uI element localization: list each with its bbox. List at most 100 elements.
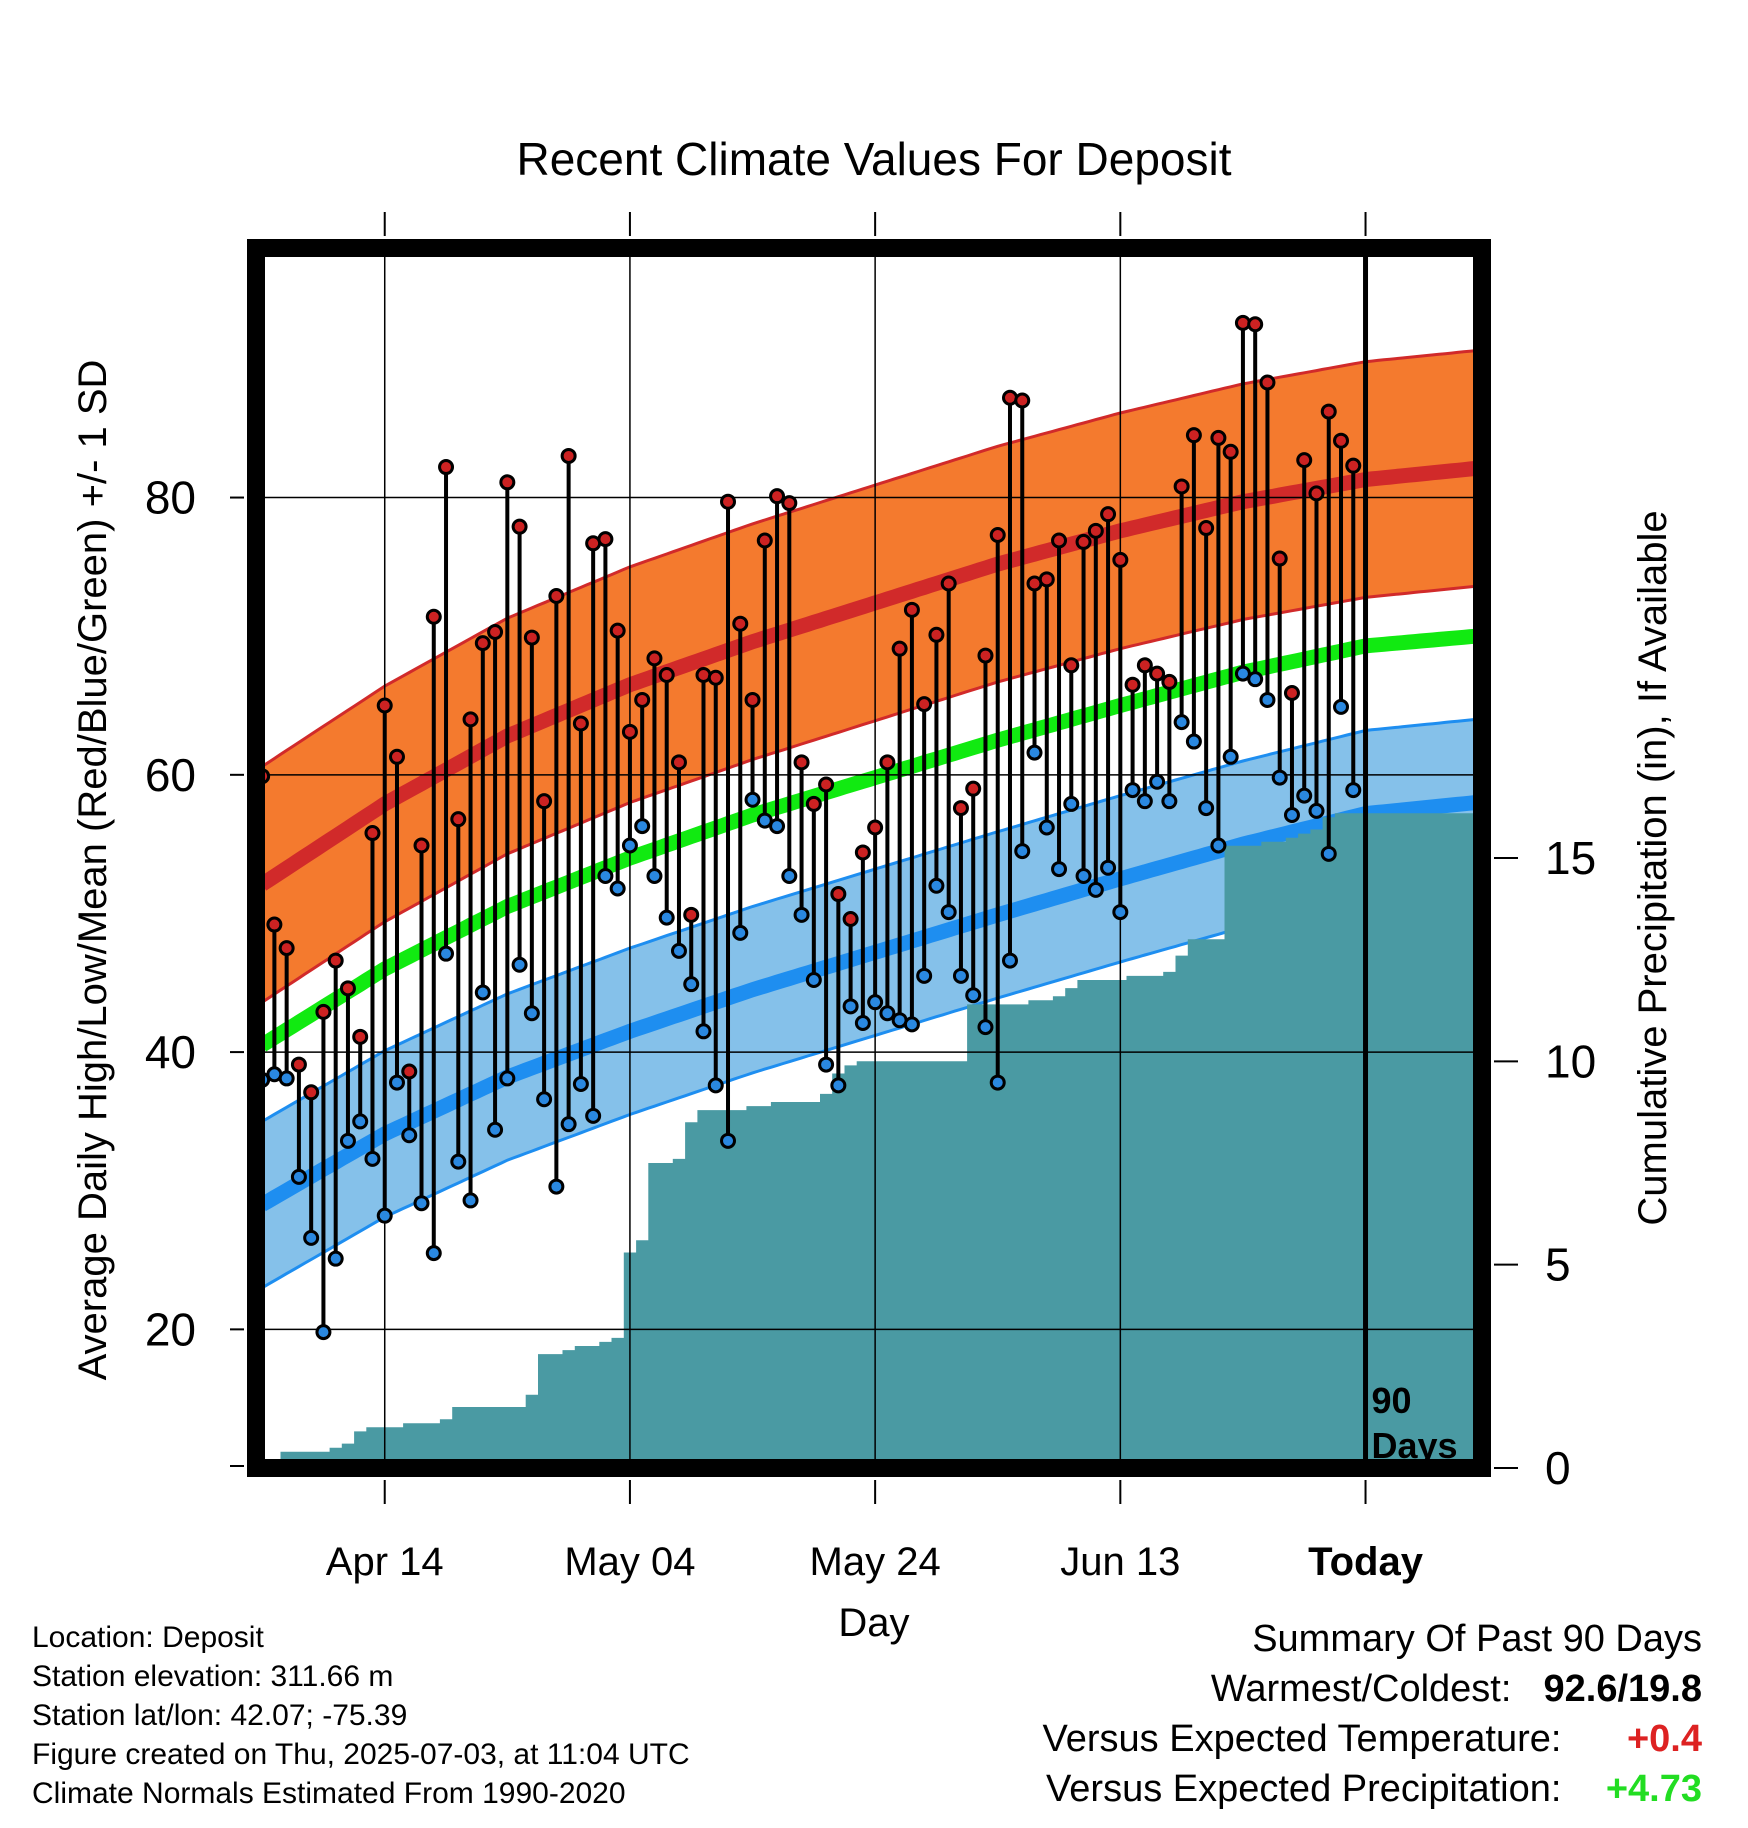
- daily-high-point: [401, 1063, 418, 1080]
- daily-low-point: [1198, 800, 1215, 817]
- daily-low-point: [818, 1056, 835, 1073]
- daily-high-point: [720, 493, 737, 510]
- location-text: Location: Deposit: [32, 1621, 264, 1654]
- daily-low-point: [965, 987, 982, 1004]
- y2-tick-label: 5: [1545, 1239, 1571, 1291]
- daily-high-point: [1161, 673, 1178, 690]
- daily-high-point: [597, 531, 614, 548]
- daily-low-point: [781, 868, 798, 885]
- precip-area: [256, 813, 1482, 1468]
- daily-low-point: [1185, 733, 1202, 750]
- daily-high-point: [781, 495, 798, 512]
- daily-low-point: [1259, 691, 1276, 708]
- daily-low-point: [609, 880, 626, 897]
- daily-high-point: [916, 696, 933, 713]
- daily-high-point: [732, 615, 749, 632]
- summary-precip-value: +4.73: [1605, 1768, 1702, 1810]
- daily-low-point: [450, 1153, 467, 1170]
- daily-low-point: [744, 791, 761, 808]
- daily-low-point: [425, 1245, 442, 1262]
- summary-panel: Summary Of Past 90 Days Warmest/Coldest:…: [1043, 1614, 1702, 1814]
- daily-low-point: [278, 1070, 295, 1087]
- summary-warmest-label: Warmest/Coldest:: [1210, 1668, 1512, 1710]
- daily-high-point: [867, 819, 884, 836]
- summary-title: Summary Of Past 90 Days: [1252, 1618, 1702, 1660]
- x-tick-label: May 04: [564, 1540, 695, 1584]
- daily-high-point: [303, 1084, 320, 1101]
- daily-low-point: [572, 1075, 589, 1092]
- daily-low-point: [1087, 881, 1104, 898]
- daily-high-point: [903, 601, 920, 618]
- elevation-text: Station elevation: 311.66 m: [32, 1660, 394, 1693]
- high-normal-line: [258, 460, 1477, 891]
- daily-high-point: [707, 669, 724, 686]
- daily-high-point: [1185, 427, 1202, 444]
- daily-low-point: [1112, 904, 1129, 921]
- daily-high-point: [744, 691, 761, 708]
- daily-low-point: [658, 909, 675, 926]
- daily-low-point: [879, 1005, 896, 1022]
- daily-low-point: [867, 994, 884, 1011]
- y-tick-label: 80: [145, 472, 196, 524]
- daily-low-point: [388, 1074, 405, 1091]
- daily-high-point: [327, 952, 344, 969]
- daily-high-point: [670, 754, 687, 771]
- x-tick-label: Apr 14: [326, 1540, 444, 1584]
- daily-high-point: [278, 940, 295, 957]
- daily-high-point: [1283, 685, 1300, 702]
- daily-high-point: [793, 754, 810, 771]
- daily-low-point: [1333, 698, 1350, 715]
- daily-low-point: [597, 868, 614, 885]
- daily-low-point: [523, 1005, 540, 1022]
- daily-high-point: [1247, 316, 1264, 333]
- daily-high-point: [266, 916, 283, 933]
- daily-low-point: [560, 1116, 577, 1133]
- daily-high-point: [879, 754, 896, 771]
- daily-low-point: [720, 1132, 737, 1149]
- daily-low-point: [1345, 782, 1362, 799]
- daily-low-point: [548, 1178, 565, 1195]
- created-text: Figure created on Thu, 2025-07-03, at 11…: [32, 1738, 690, 1771]
- daily-high-point: [805, 795, 822, 812]
- y-axis-label: Average Daily High/Low/Mean (Red/Blue/Gr…: [71, 360, 115, 1381]
- daily-low-point: [1308, 802, 1325, 819]
- y-tick-label: 40: [145, 1026, 196, 1078]
- summary-precip-label: Versus Expected Precipitation:: [1046, 1768, 1562, 1810]
- daily-low-point: [499, 1070, 516, 1087]
- daily-low-point: [1296, 787, 1313, 804]
- daily-high-point: [952, 800, 969, 817]
- daily-high-point: [1038, 571, 1055, 588]
- daily-high-point: [413, 837, 430, 854]
- daily-low-point: [536, 1091, 553, 1108]
- daily-high-point: [438, 459, 455, 476]
- daily-high-point: [769, 488, 786, 505]
- daily-low-point: [462, 1192, 479, 1209]
- daily-high-point: [1210, 429, 1227, 446]
- daily-high-point: [339, 980, 356, 997]
- daily-low-point: [1149, 773, 1166, 790]
- daily-low-point: [952, 967, 969, 984]
- daily-low-point: [1063, 795, 1080, 812]
- daily-high-point: [352, 1028, 369, 1045]
- daily-high-point: [621, 723, 638, 740]
- daily-high-point: [523, 629, 540, 646]
- daily-high-point: [1259, 374, 1276, 391]
- x-tick-label: May 24: [810, 1540, 941, 1584]
- summary-temp-label: Versus Expected Temperature:: [1042, 1718, 1562, 1760]
- daily-high-point: [450, 811, 467, 828]
- daily-high-point: [388, 748, 405, 765]
- mean-normal-line: [258, 628, 1477, 1052]
- y-tick-label: 20: [145, 1303, 196, 1355]
- daily-high-point: [1112, 551, 1129, 568]
- daily-low-point: [1051, 861, 1068, 878]
- daily-low-point: [327, 1250, 344, 1267]
- daily-high-point: [290, 1056, 307, 1073]
- daily-high-point: [548, 587, 565, 604]
- daily-high-point: [1333, 432, 1350, 449]
- daily-low-point: [989, 1074, 1006, 1091]
- daily-high-point: [1087, 522, 1104, 539]
- x-tick-label: Jun 13: [1060, 1540, 1180, 1584]
